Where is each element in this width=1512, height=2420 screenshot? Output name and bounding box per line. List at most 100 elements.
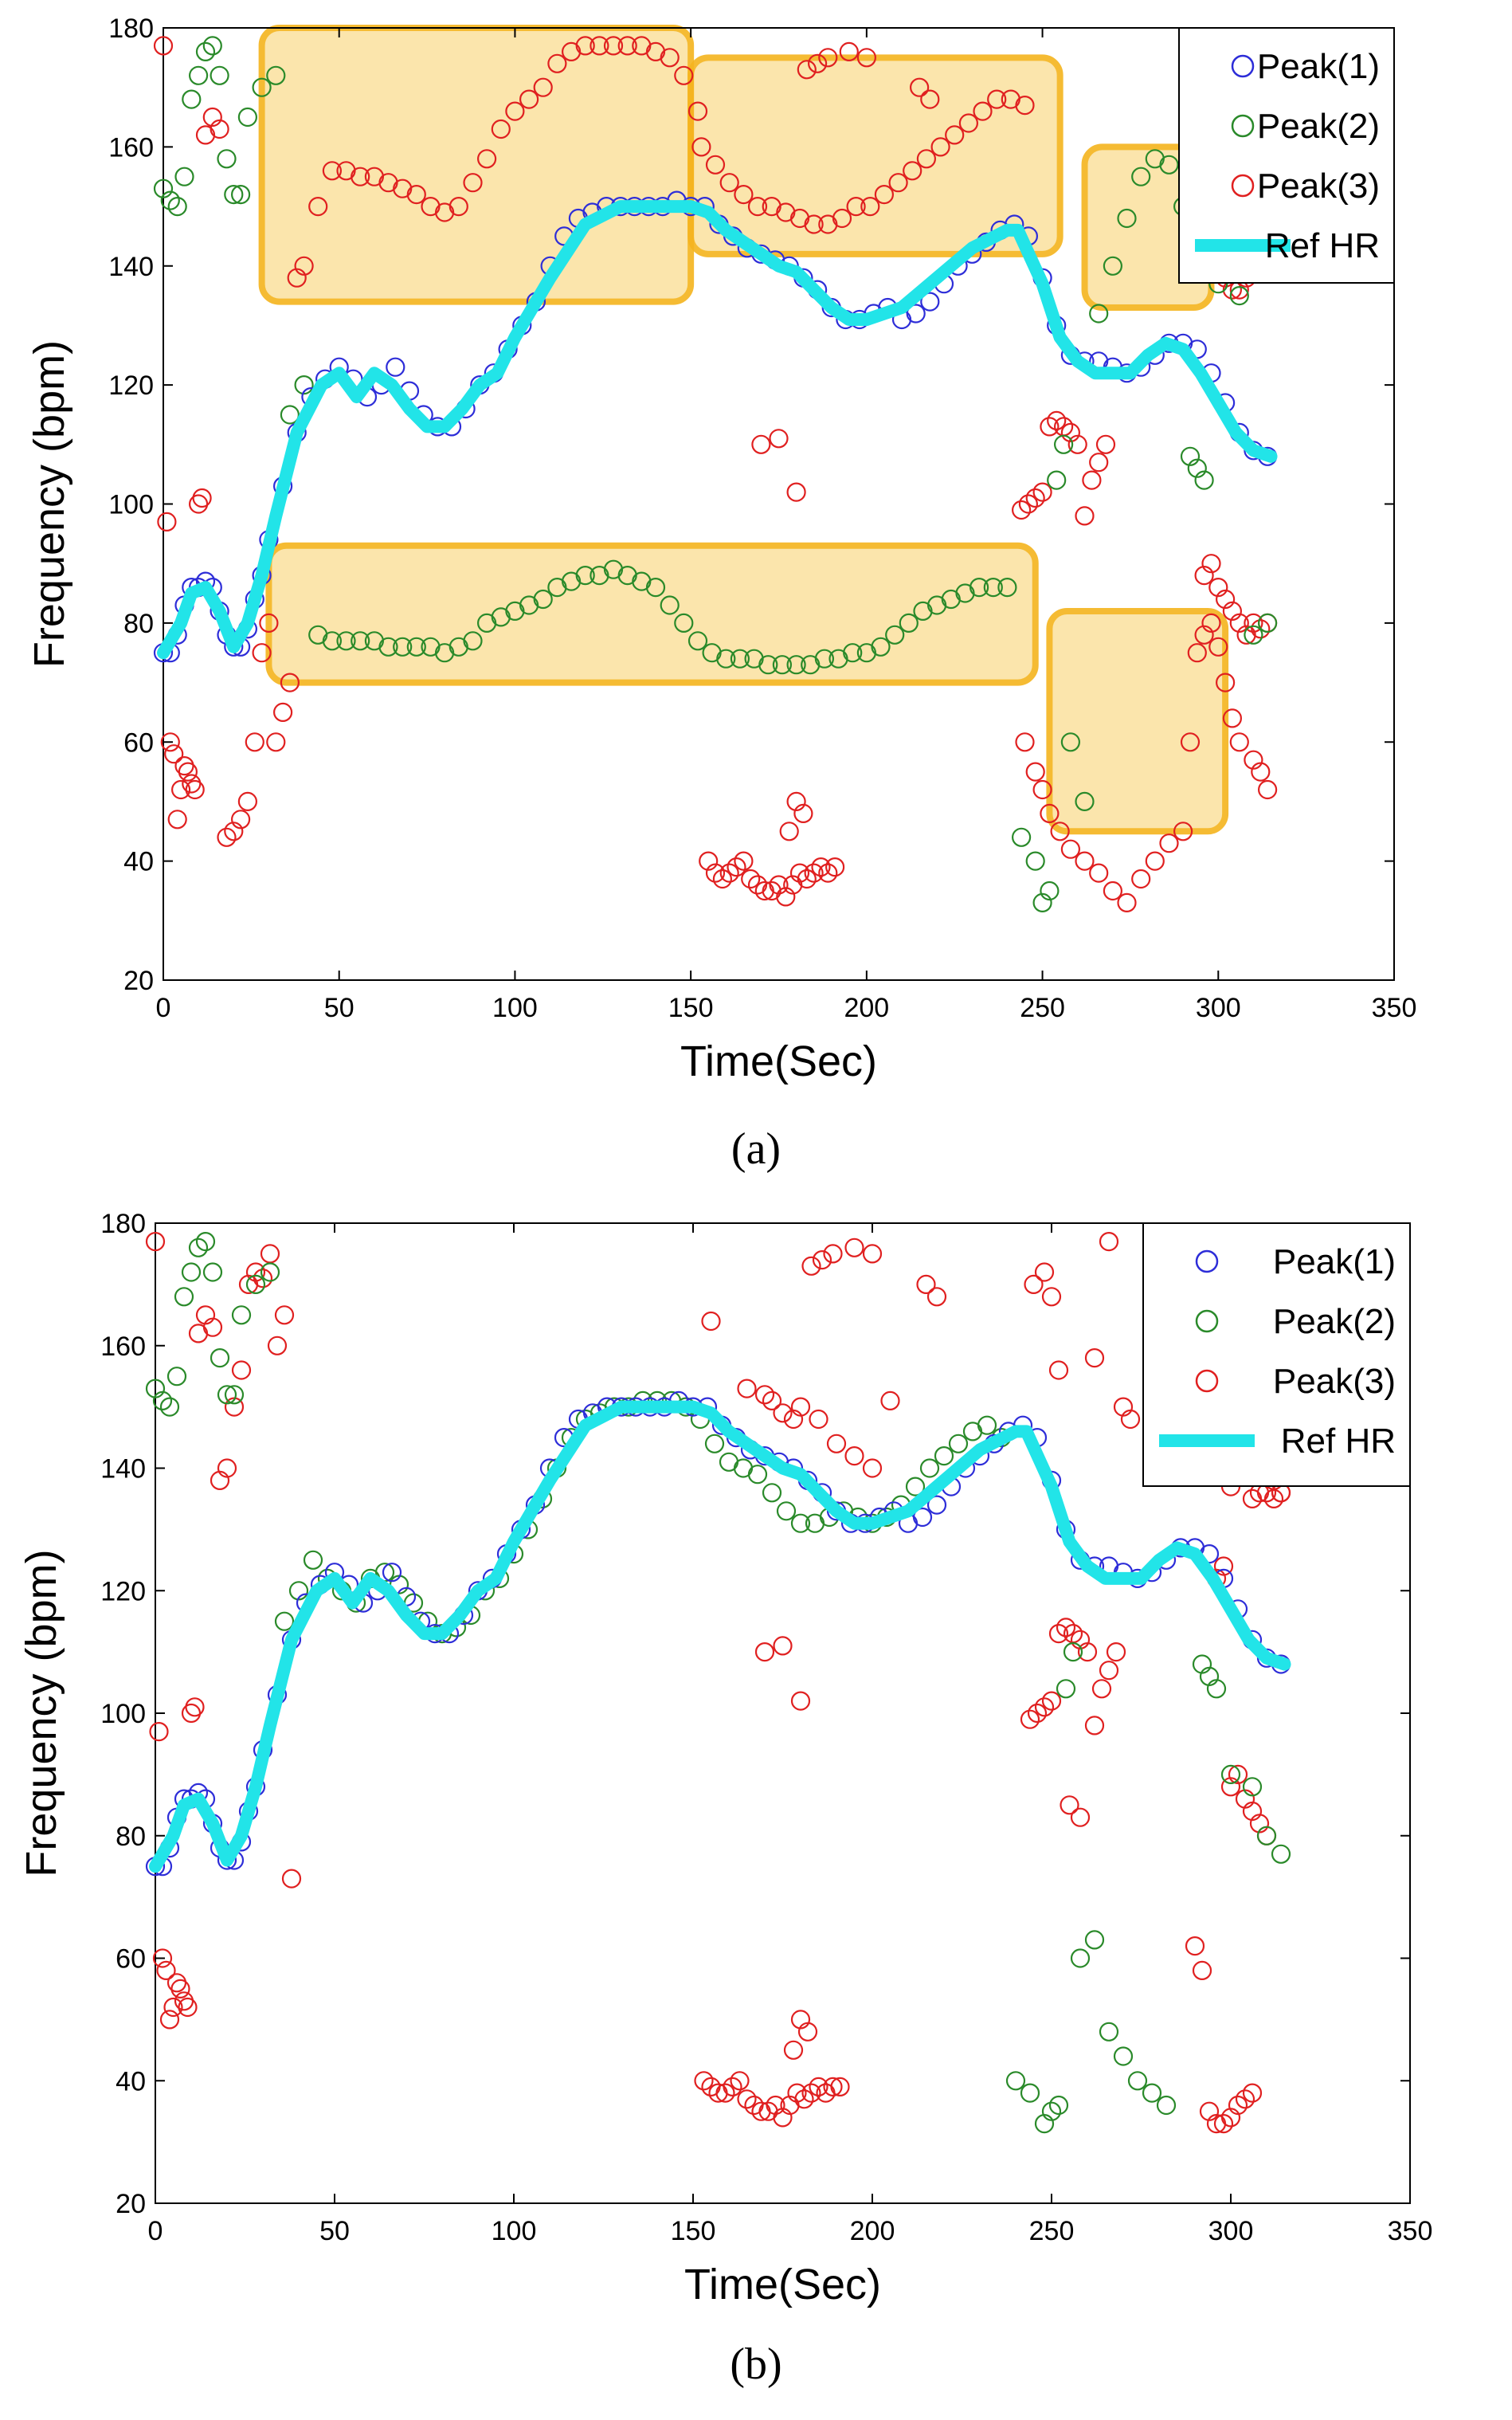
peak2-point <box>1113 2046 1134 2066</box>
peak1-point <box>382 1563 402 1583</box>
legend-label: Peak(1) <box>1257 47 1380 86</box>
peak3-point <box>754 1385 775 1405</box>
peak3-point <box>916 149 937 169</box>
peak3-point <box>930 137 950 157</box>
peak2-point <box>1025 851 1045 871</box>
peak3-point <box>751 434 771 454</box>
peak3-point <box>237 791 257 812</box>
peak2-point <box>303 1550 323 1570</box>
peak3-point <box>888 173 908 193</box>
peak3-point <box>844 1445 864 1466</box>
peak3-point <box>987 89 1007 109</box>
peak3-point <box>812 1249 832 1270</box>
peak2-point <box>674 613 694 633</box>
peak3-point <box>406 185 426 205</box>
peak2-point <box>730 649 750 669</box>
y-tick-label: 20 <box>123 966 154 996</box>
peak2-point <box>1117 208 1137 229</box>
peak2-point <box>210 65 229 85</box>
peak3-point <box>171 779 191 800</box>
peak3-point <box>164 744 184 764</box>
peak3-point <box>794 2089 814 2109</box>
peak3-point <box>807 53 828 73</box>
peak3-point <box>823 2077 843 2096</box>
peak2-point <box>1256 1826 1277 1845</box>
peak3-point <box>797 60 817 80</box>
peak2-point <box>181 1262 202 1282</box>
peak2-point <box>195 41 216 62</box>
peak3-point <box>192 488 212 508</box>
peak3-point <box>958 113 979 133</box>
peak2-point <box>1032 892 1052 913</box>
peak2-point <box>977 1415 997 1435</box>
peak3-point <box>1251 619 1271 639</box>
peak3-point <box>1201 613 1221 633</box>
peak2-point <box>871 637 891 657</box>
peak3-point <box>153 36 174 56</box>
data-marks <box>145 1231 1291 2134</box>
peak2-point <box>575 565 595 586</box>
peak3-point <box>245 1262 266 1282</box>
peak3-point <box>797 869 817 889</box>
peak3-point <box>590 36 609 56</box>
peak3-point <box>1034 1262 1055 1282</box>
peak2-point <box>747 1465 768 1485</box>
peak2-point <box>716 649 736 669</box>
peak2-point <box>245 1274 266 1295</box>
peak3-point <box>818 863 838 883</box>
peak3-point <box>287 268 307 288</box>
peak2-point <box>1070 1948 1091 1968</box>
peak3-point <box>1173 822 1193 841</box>
peak3-point <box>1117 892 1137 913</box>
peak3-point <box>1228 2095 1248 2116</box>
x-tick-label: 200 <box>844 993 889 1023</box>
highlight-regions <box>258 25 1229 835</box>
peak2-point <box>1075 791 1095 812</box>
peak3-point <box>1106 1642 1126 1662</box>
peak2-point <box>1159 155 1179 175</box>
x-tick-label: 150 <box>671 2216 716 2246</box>
peak2-point <box>969 577 989 598</box>
panel-caption: (a) <box>731 1124 781 1174</box>
peak3-point <box>830 2077 850 2096</box>
legend-swatch-peak3 <box>1231 174 1255 198</box>
peak3-point <box>519 89 539 109</box>
peak3-point <box>170 1979 190 1998</box>
peak3-point <box>253 1269 273 1288</box>
peak2-point <box>210 1347 230 1368</box>
peak2-point <box>704 1434 725 1453</box>
peak3-point <box>157 512 177 532</box>
data-marks <box>153 36 1278 913</box>
peak3-point <box>926 1287 947 1307</box>
peak3-point <box>839 41 859 62</box>
peak3-point <box>801 2083 821 2103</box>
peak2-point <box>1053 434 1074 454</box>
peak2-point <box>224 1385 245 1405</box>
peak3-point <box>1235 2089 1255 2109</box>
peak2-point <box>294 375 314 395</box>
x-tick-label: 0 <box>156 993 171 1023</box>
y-tick-label: 160 <box>100 1332 146 1362</box>
peak2-point <box>351 631 370 651</box>
peak3-point <box>1159 833 1179 853</box>
y-tick-label: 40 <box>123 847 154 877</box>
peak2-point <box>919 1458 940 1478</box>
peak3-point <box>476 149 497 169</box>
peak2-point <box>188 1237 209 1257</box>
x-tick-label: 50 <box>319 2216 350 2246</box>
peak3-point <box>826 1434 847 1453</box>
peak2-point <box>280 405 300 425</box>
peak2-point <box>174 1287 194 1307</box>
peak2-point <box>1103 256 1123 276</box>
legend-label: Ref HR <box>1281 1422 1396 1461</box>
peak3-point <box>1060 839 1081 859</box>
peak3-point <box>1075 851 1095 871</box>
peak2-point <box>160 190 180 210</box>
peak3-point <box>727 857 746 877</box>
peak3-point <box>694 2071 714 2091</box>
peak3-point <box>804 863 824 883</box>
peak2-point <box>153 178 174 198</box>
peak2-point <box>252 77 272 97</box>
